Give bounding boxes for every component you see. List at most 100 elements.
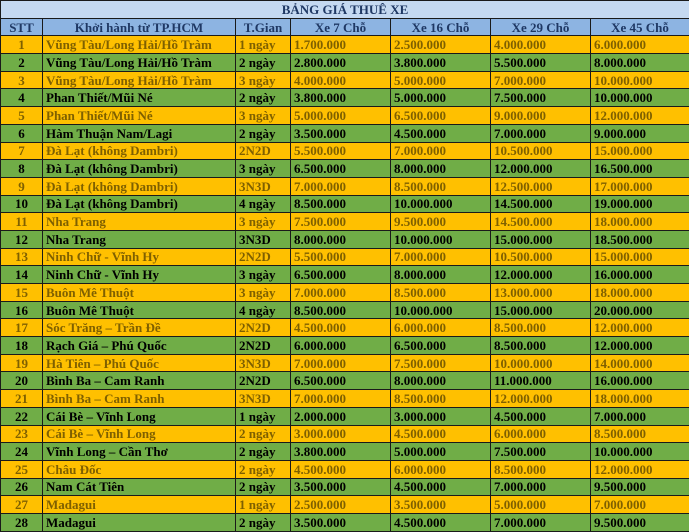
cell-stt: 9 xyxy=(1,177,43,195)
cell-price-45: 16.000.000 xyxy=(591,372,689,390)
cell-route: Sóc Trăng – Trần Đề xyxy=(43,319,236,337)
cell-time: 3 ngày xyxy=(236,107,291,125)
cell-price-29: 12.000.000 xyxy=(491,390,591,408)
cell-time: 2N2D xyxy=(236,372,291,390)
cell-price-16: 10.000.000 xyxy=(391,195,491,213)
cell-price-16: 8.000.000 xyxy=(391,160,491,178)
cell-price-29: 12.000.000 xyxy=(491,160,591,178)
cell-price-16: 6.500.000 xyxy=(391,107,491,125)
cell-stt: 12 xyxy=(1,230,43,248)
cell-time: 2 ngày xyxy=(236,478,291,496)
cell-price-7: 6.500.000 xyxy=(291,372,391,390)
cell-price-16: 10.000.000 xyxy=(391,230,491,248)
cell-price-29: 7.500.000 xyxy=(491,443,591,461)
cell-route: Đà Lạt (không Dambri) xyxy=(43,160,236,178)
cell-price-16: 4.500.000 xyxy=(391,513,491,531)
cell-price-7: 7.000.000 xyxy=(291,354,391,372)
cell-price-45: 18.000.000 xyxy=(591,213,689,231)
cell-price-7: 1.700.000 xyxy=(291,36,391,54)
cell-route: Madagui xyxy=(43,513,236,531)
cell-stt: 25 xyxy=(1,460,43,478)
cell-price-7: 8.500.000 xyxy=(291,195,391,213)
cell-price-16: 7.000.000 xyxy=(391,248,491,266)
cell-price-7: 4.500.000 xyxy=(291,460,391,478)
cell-price-45: 16.500.000 xyxy=(591,160,689,178)
cell-price-29: 8.500.000 xyxy=(491,319,591,337)
cell-route: Ninh Chữ - Vĩnh Hy xyxy=(43,266,236,284)
cell-price-7: 2.000.000 xyxy=(291,407,391,425)
cell-price-45: 6.000.000 xyxy=(591,36,689,54)
cell-price-16: 4.500.000 xyxy=(391,478,491,496)
cell-stt: 24 xyxy=(1,443,43,461)
cell-route: Đà Lạt (không Dambri) xyxy=(43,142,236,160)
cell-route: Cái Bè – Vĩnh Long xyxy=(43,425,236,443)
cell-price-45: 16.000.000 xyxy=(591,266,689,284)
cell-price-29: 7.500.000 xyxy=(491,89,591,107)
cell-price-45: 9.500.000 xyxy=(591,478,689,496)
cell-route: Rạch Giá – Phú Quốc xyxy=(43,337,236,355)
cell-route: Vũng Tàu/Long Hải/Hồ Tràm xyxy=(43,36,236,54)
cell-route: Đà Lạt (không Dambri) xyxy=(43,177,236,195)
cell-price-45: 15.000.000 xyxy=(591,142,689,160)
cell-price-7: 3.500.000 xyxy=(291,513,391,531)
cell-price-29: 10.500.000 xyxy=(491,142,591,160)
cell-price-7: 7.500.000 xyxy=(291,213,391,231)
cell-price-29: 8.500.000 xyxy=(491,460,591,478)
cell-price-7: 4.500.000 xyxy=(291,319,391,337)
cell-price-7: 7.000.000 xyxy=(291,177,391,195)
cell-price-45: 10.000.000 xyxy=(591,89,689,107)
cell-price-29: 12.500.000 xyxy=(491,177,591,195)
cell-route: Ninh Chữ - Vĩnh Hy xyxy=(43,248,236,266)
cell-stt: 17 xyxy=(1,319,43,337)
cell-price-45: 18.000.000 xyxy=(591,390,689,408)
cell-price-16: 6.000.000 xyxy=(391,319,491,337)
cell-stt: 11 xyxy=(1,213,43,231)
cell-time: 3N3D xyxy=(236,177,291,195)
cell-stt: 16 xyxy=(1,301,43,319)
cell-stt: 6 xyxy=(1,124,43,142)
cell-price-7: 8.000.000 xyxy=(291,230,391,248)
cell-price-29: 4.000.000 xyxy=(491,36,591,54)
cell-route: Hàm Thuận Nam/Lagi xyxy=(43,124,236,142)
cell-price-45: 7.000.000 xyxy=(591,496,689,514)
cell-price-45: 8.500.000 xyxy=(591,425,689,443)
cell-time: 3 ngày xyxy=(236,213,291,231)
header-stt: STT xyxy=(1,18,43,36)
cell-price-29: 12.000.000 xyxy=(491,266,591,284)
cell-stt: 20 xyxy=(1,372,43,390)
header-29-seat: Xe 29 Chỗ xyxy=(491,18,591,36)
cell-stt: 4 xyxy=(1,89,43,107)
cell-stt: 28 xyxy=(1,513,43,531)
cell-route: Bình Ba – Cam Ranh xyxy=(43,390,236,408)
cell-stt: 22 xyxy=(1,407,43,425)
cell-route: Vũng Tàu/Long Hải/Hồ Tràm xyxy=(43,54,236,72)
cell-time: 2N2D xyxy=(236,142,291,160)
cell-stt: 27 xyxy=(1,496,43,514)
cell-time: 2N2D xyxy=(236,248,291,266)
cell-price-29: 7.000.000 xyxy=(491,71,591,89)
cell-price-16: 3.800.000 xyxy=(391,54,491,72)
cell-price-45: 8.000.000 xyxy=(591,54,689,72)
cell-stt: 15 xyxy=(1,284,43,302)
cell-price-29: 14.500.000 xyxy=(491,213,591,231)
cell-price-16: 3.000.000 xyxy=(391,407,491,425)
cell-price-45: 15.000.000 xyxy=(591,248,689,266)
cell-stt: 7 xyxy=(1,142,43,160)
header-7-seat: Xe 7 Chỗ xyxy=(291,18,391,36)
cell-time: 3N3D xyxy=(236,354,291,372)
cell-route: Bình Ba – Cam Ranh xyxy=(43,372,236,390)
cell-time: 2 ngày xyxy=(236,124,291,142)
cell-price-45: 10.000.000 xyxy=(591,443,689,461)
